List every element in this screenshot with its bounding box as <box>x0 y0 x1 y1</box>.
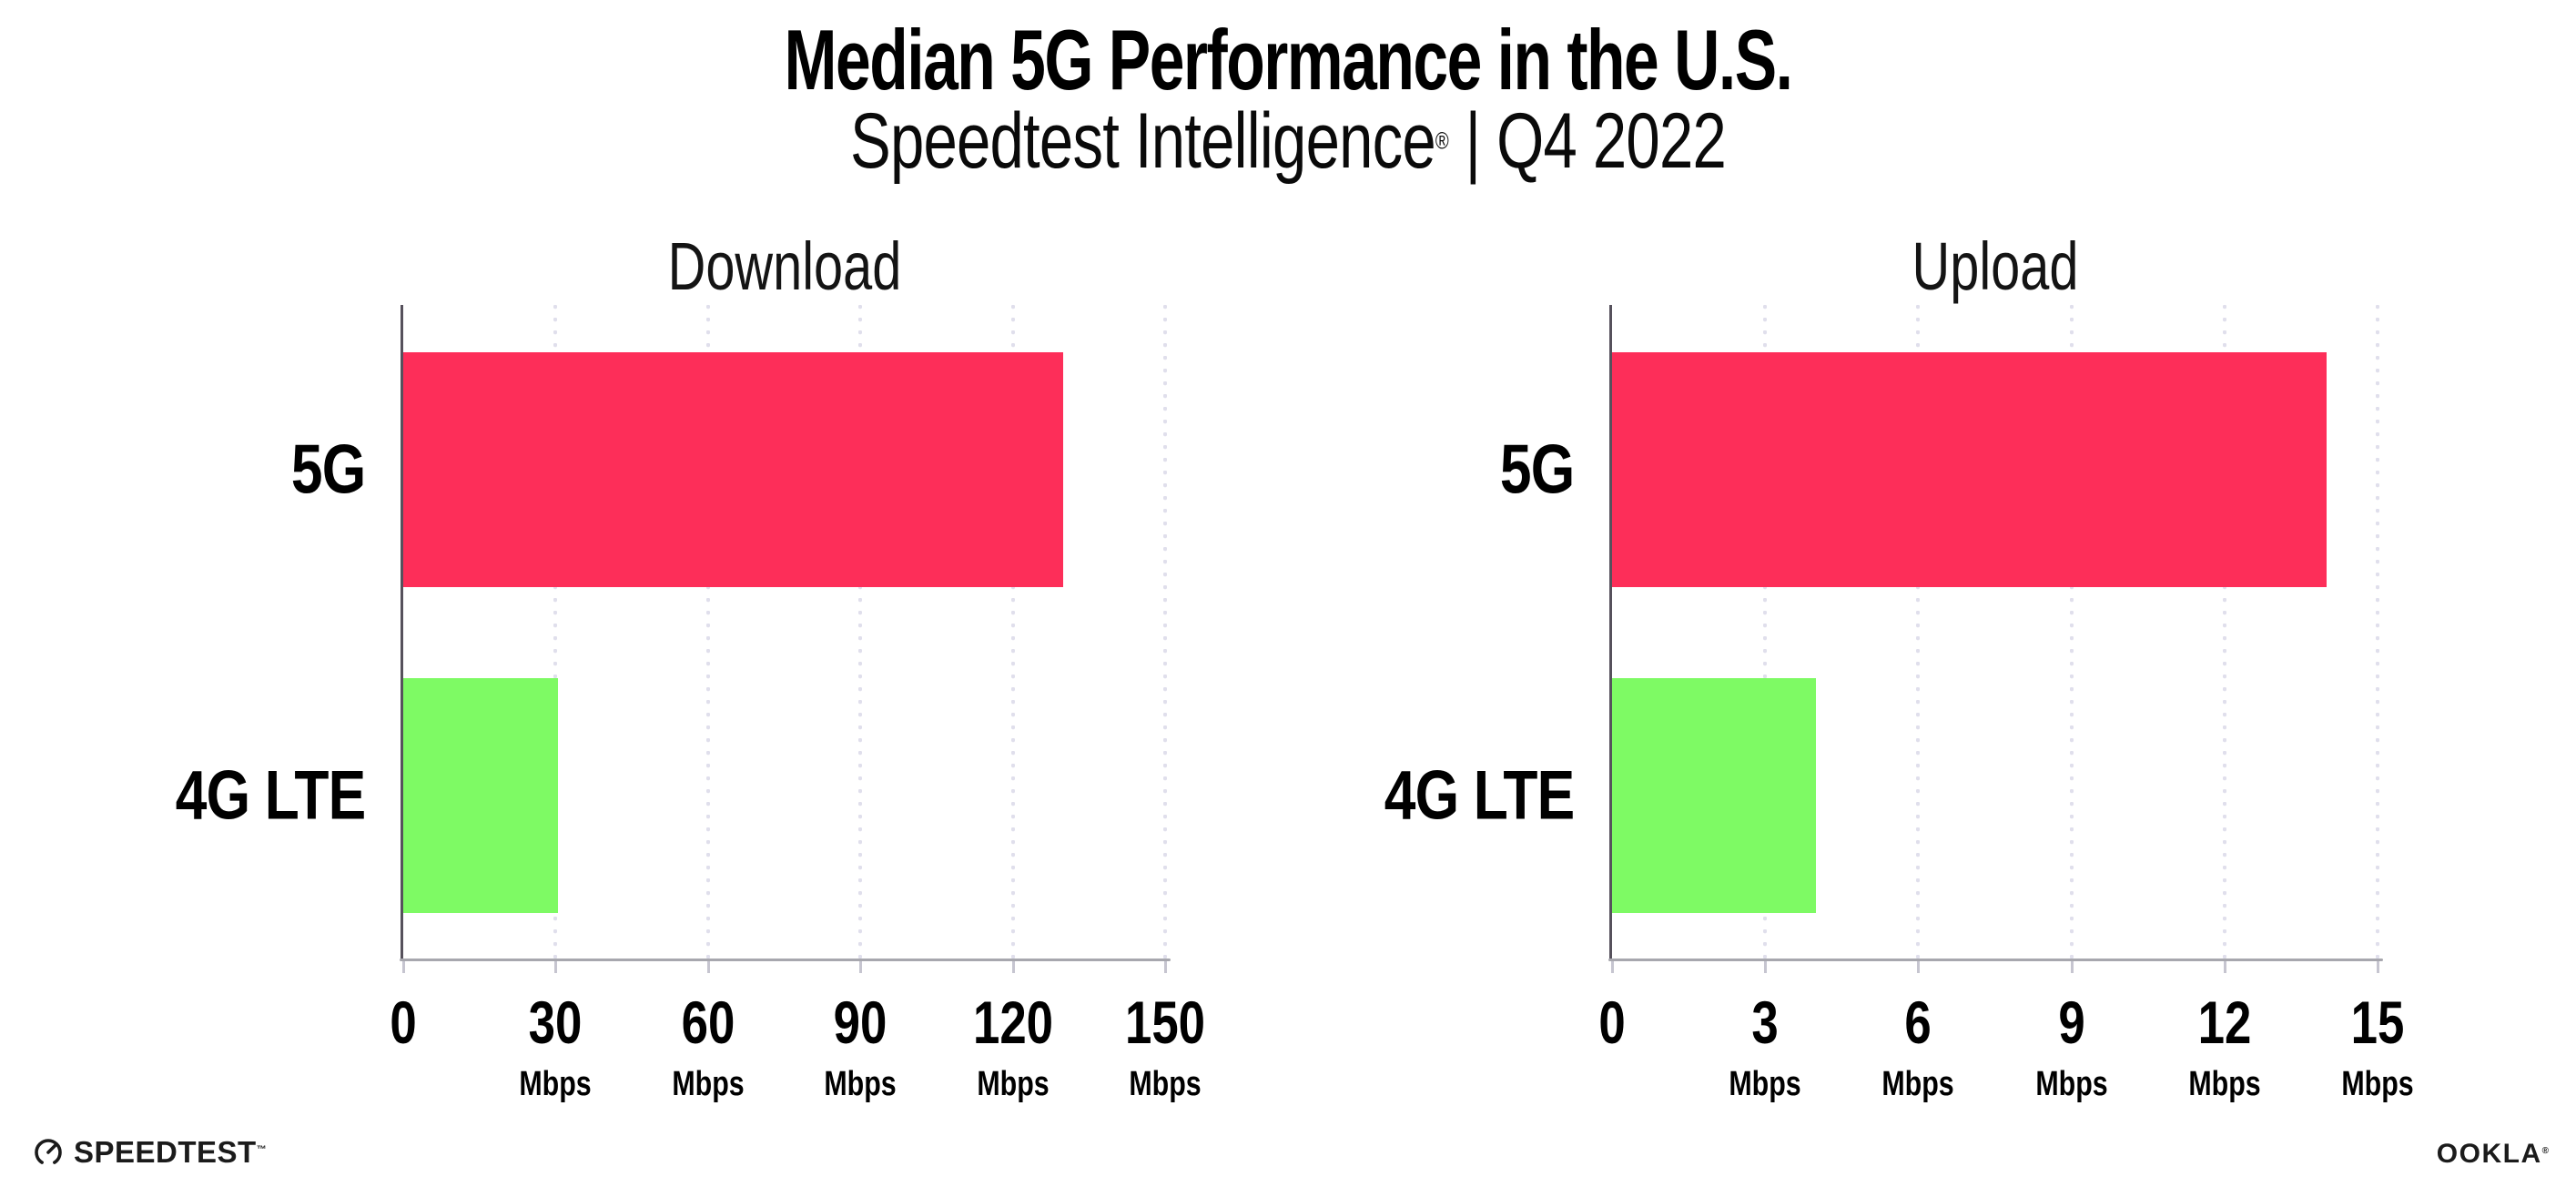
download-row-label-4g-lte: 4G LTE <box>175 756 365 835</box>
upload-tick-unit-15: Mbps <box>2341 1065 2414 1103</box>
download-row-label-5g: 5G <box>290 431 365 509</box>
upload-tick-label-15: 15 <box>2350 989 2405 1056</box>
speedtest-logo: SPEEDTEST™ <box>33 1135 267 1170</box>
upload-gridline-3 <box>1763 305 1768 959</box>
download-tick-unit-150: Mbps <box>1129 1065 1202 1103</box>
download-tick-unit-30: Mbps <box>519 1065 593 1103</box>
download-tick-label-60: 60 <box>681 989 735 1056</box>
upload-tick-3 <box>1764 961 1768 973</box>
upload-tick-9 <box>2070 961 2074 973</box>
upload-gridline-9 <box>2069 305 2074 959</box>
download-bar-5g <box>403 352 1063 587</box>
download-tick-unit-120: Mbps <box>976 1065 1050 1103</box>
upload-tick-0 <box>1611 961 1614 973</box>
upload-x-axis-line <box>1608 959 2383 961</box>
download-tick-label-0: 0 <box>390 989 417 1056</box>
upload-tick-12 <box>2223 961 2226 973</box>
download-tick-0 <box>402 961 405 973</box>
ookla-label: OOKLA <box>2436 1139 2542 1169</box>
download-tick-60 <box>706 961 710 973</box>
download-tick-label-150: 150 <box>1124 989 1206 1056</box>
download-tick-unit-90: Mbps <box>824 1065 897 1103</box>
download-x-axis-line <box>400 959 1171 961</box>
upload-tick-unit-6: Mbps <box>1881 1065 1955 1103</box>
download-gridline-30 <box>553 305 558 959</box>
download-tick-90 <box>859 961 863 973</box>
upload-gridline-12 <box>2222 305 2226 959</box>
upload-panel-title: Upload <box>1912 228 2078 304</box>
download-gridline-60 <box>705 305 710 959</box>
download-tick-150 <box>1164 961 1167 973</box>
upload-tick-label-3: 3 <box>1751 989 1779 1056</box>
download-panel-title: Download <box>667 228 901 304</box>
upload-tick-unit-3: Mbps <box>1729 1065 1801 1103</box>
download-gridline-90 <box>858 305 863 959</box>
upload-tick-15 <box>2377 961 2379 973</box>
upload-gridline-15 <box>2376 305 2379 959</box>
download-y-axis-line <box>401 305 403 961</box>
upload-tick-label-0: 0 <box>1598 989 1626 1056</box>
upload-tick-label-12: 12 <box>2197 989 2252 1056</box>
download-gridline-150 <box>1163 305 1167 959</box>
download-tick-30 <box>554 961 558 973</box>
download-tick-120 <box>1011 961 1015 973</box>
upload-bar-4g-lte <box>1612 678 1816 913</box>
upload-row-label-4g-lte: 4G LTE <box>1384 756 1574 835</box>
speedtest-gauge-icon <box>35 1139 62 1166</box>
upload-tick-6 <box>1917 961 1921 973</box>
subtitle-brand: Speedtest Intelligence <box>849 97 1436 185</box>
upload-bar-5g <box>1612 352 2327 587</box>
page-subtitle: Speedtest Intelligence® | Q4 2022 <box>849 96 1727 187</box>
download-bar-4g-lte <box>403 678 558 913</box>
download-tick-label-30: 30 <box>529 989 583 1056</box>
upload-tick-unit-9: Mbps <box>2034 1065 2108 1103</box>
speedtest-label: SPEEDTEST <box>74 1135 257 1169</box>
page-title: Median 5G Performance in the U.S. <box>784 12 1793 107</box>
upload-tick-label-6: 6 <box>1904 989 1932 1056</box>
upload-y-axis-line <box>1609 305 1612 961</box>
upload-tick-label-9: 9 <box>2057 989 2085 1056</box>
download-tick-unit-60: Mbps <box>672 1065 745 1103</box>
upload-gridline-6 <box>1916 305 1921 959</box>
trademark-mark: ™ <box>256 1144 268 1156</box>
download-gridline-120 <box>1010 305 1015 959</box>
download-tick-label-90: 90 <box>833 989 887 1056</box>
upload-row-label-5g: 5G <box>1499 431 1574 509</box>
ookla-logo: OOKLA® <box>2437 1139 2549 1170</box>
subtitle-period: | Q4 2022 <box>1448 97 1727 185</box>
download-tick-label-120: 120 <box>972 989 1053 1056</box>
speedtest-wordmark: SPEEDTEST™ <box>74 1135 267 1170</box>
ookla-registered-mark: ® <box>2541 1146 2549 1157</box>
registered-mark: ® <box>1435 128 1449 155</box>
upload-tick-unit-12: Mbps <box>2188 1065 2261 1103</box>
